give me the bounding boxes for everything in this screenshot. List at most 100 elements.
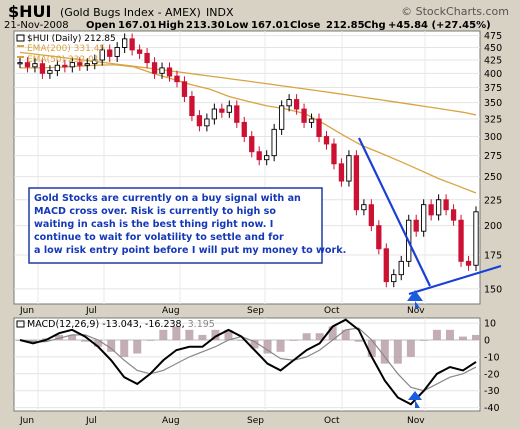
price-tick-label: 425 (484, 56, 502, 67)
price-bar (323, 136, 330, 145)
macd-month-label: Nov (407, 416, 425, 426)
macd-hist-bar (432, 329, 441, 340)
price-bar (353, 155, 360, 211)
price-x-axis: Jun Jul Aug Sep Oct Nov (19, 306, 425, 316)
macd-x-axis: Jun Jul Aug Sep Oct Nov (19, 416, 425, 426)
price-bar (92, 59, 98, 65)
price-bar (151, 62, 158, 74)
price-bar (256, 151, 262, 161)
macd-month-label: Jun (19, 416, 34, 426)
macd-hist-bar (302, 333, 311, 340)
price-bar (54, 64, 61, 72)
price-tick-label: 250 (484, 172, 502, 183)
macd-hist-bar (224, 329, 233, 340)
price-bar (234, 105, 240, 123)
macd-month-label: Jul (85, 416, 97, 426)
price-bar (331, 143, 337, 165)
macd-hist-bar (341, 329, 350, 340)
index-name: (Gold Bugs Index - AMEX) (60, 6, 201, 19)
price-bar (204, 118, 210, 127)
price-bar (398, 260, 404, 276)
price-bar (450, 209, 457, 221)
month-label: Jun (19, 306, 34, 316)
price-tick-label: 475 (484, 31, 502, 42)
macd-hist-bar (380, 339, 389, 364)
price-bar (219, 108, 225, 113)
price-bar (62, 64, 68, 68)
quote-date: 21-Nov-2008 (4, 20, 69, 31)
macd-tick-label: -10 (484, 352, 500, 363)
macd-signal-line (19, 327, 477, 392)
exchange-label: INDX (206, 6, 234, 19)
price-bar (32, 63, 38, 68)
low-label: Low (226, 20, 248, 31)
annotation-box (28, 187, 323, 264)
price-bar (368, 204, 374, 227)
legend-swatch-price (16, 34, 25, 42)
macd-hist-bar (445, 329, 454, 340)
price-bar (308, 118, 315, 123)
price-tick-label: 300 (484, 132, 502, 143)
macd-month-label: Sep (247, 416, 264, 426)
watermark-text: © StockCharts.com (401, 5, 509, 18)
price-bar (174, 75, 180, 83)
macd-hist-bar (419, 339, 428, 341)
price-bar (226, 105, 232, 113)
macd-tick-label: 0 (484, 335, 490, 346)
price-bar (413, 219, 419, 232)
price-bar (286, 99, 292, 107)
price-bar (24, 62, 31, 68)
price-bar (301, 108, 307, 123)
open-value: 167.01 (118, 20, 157, 31)
month-label: Sep (247, 306, 264, 316)
symbol-title: $HUI (8, 2, 51, 21)
price-bar (144, 52, 150, 64)
price-bar (421, 204, 427, 232)
macd-hist-bar (354, 339, 363, 342)
macd-hist-bar (315, 333, 324, 340)
macd-hist-bar (185, 329, 194, 340)
price-bar (69, 62, 75, 68)
price-bar (264, 155, 270, 161)
month-label: Jul (85, 306, 97, 316)
macd-hist-bar (472, 334, 480, 340)
macd-hist-bar (328, 326, 337, 340)
macd-tick-label: -20 (484, 369, 500, 380)
legend-ema50: EMA(50) 232.01 (27, 55, 99, 65)
price-bar (17, 62, 23, 65)
macd-hist-bar (263, 339, 272, 354)
price-bar (338, 163, 345, 182)
price-tick-label: 225 (484, 195, 502, 206)
price-bar (249, 136, 255, 153)
macd-tick-label: -40 (484, 403, 500, 414)
price-tick-label: 325 (484, 114, 502, 125)
legend-price: $HUI (Daily) 212.85 (27, 34, 116, 44)
macd-hist-bar (120, 339, 129, 357)
price-tick-label: 400 (484, 69, 502, 80)
low-value: 167.01 (251, 20, 290, 31)
macd-panel (13, 317, 481, 412)
macd-hist-bar (55, 334, 64, 340)
ema50-line (20, 64, 477, 194)
macd-month-label: Aug (162, 416, 180, 426)
month-label: Aug (162, 306, 180, 316)
price-bar (443, 199, 449, 211)
macd-hist-bar (237, 339, 246, 341)
price-tick-label: 200 (484, 221, 502, 232)
price-bar (129, 38, 135, 51)
macd-tick-label: -30 (484, 386, 500, 397)
trendline-support (408, 264, 502, 296)
price-bar (391, 274, 397, 283)
legend-swatch-ema50 (17, 56, 24, 58)
price-bar (293, 99, 300, 110)
price-bar (114, 47, 120, 57)
macd-legend-swatch (16, 320, 25, 328)
macd-hist-bar (250, 339, 259, 349)
macd-hist-bar (81, 339, 90, 342)
macd-hist-bar (146, 339, 155, 341)
price-bar (189, 96, 195, 117)
high-value: 213.30 (186, 20, 225, 31)
price-bar (241, 121, 247, 137)
price-bar (39, 63, 46, 74)
